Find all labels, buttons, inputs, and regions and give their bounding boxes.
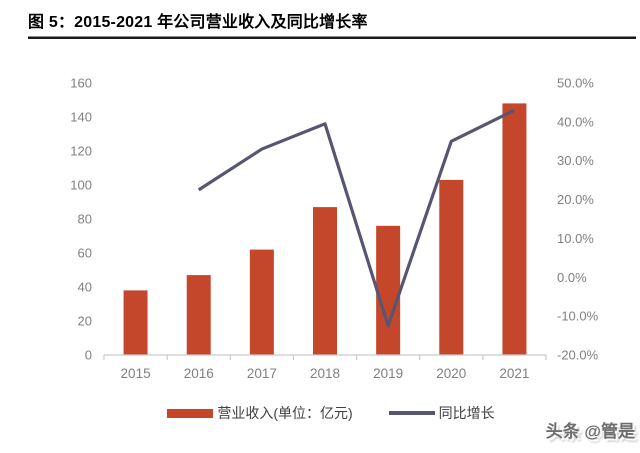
x-tick-label-2020: 2020 <box>436 366 466 381</box>
revenue-bar-2016 <box>186 275 211 355</box>
page-title: 图 5：2015-2021 年公司营业收入及同比增长率 <box>28 14 368 31</box>
revenue-bar-2017 <box>249 249 274 355</box>
revenue-bar-2015 <box>123 290 148 355</box>
y-right-tick-label: 20.0% <box>557 192 594 207</box>
revenue-bar-2021 <box>502 103 527 356</box>
y-right-tick-label: -20.0% <box>557 348 599 363</box>
chart-legend: 营业收入(单位：亿元) 同比增长 <box>0 403 640 423</box>
revenue-swatch <box>167 408 214 418</box>
growth-swatch <box>388 411 435 415</box>
y-right-tick-label: 10.0% <box>557 231 594 246</box>
y-left-tick-label: 20 <box>78 314 92 329</box>
y-right-tick-label: 40.0% <box>557 114 594 129</box>
legend-item-growth: 同比增长 <box>388 403 495 423</box>
title-divider <box>28 36 636 39</box>
y-right-tick-label: 50.0% <box>557 76 594 91</box>
growth-line <box>197 108 516 328</box>
y-left-tick-label: 0 <box>85 348 92 363</box>
y-left-tick-label: 120 <box>70 144 92 159</box>
legend-item-revenue: 营业收入(单位：亿元) <box>167 403 353 423</box>
y-left-tick-label: 80 <box>78 212 92 227</box>
x-tick-label-2018: 2018 <box>310 366 340 381</box>
y-left-tick-label: 60 <box>78 246 92 261</box>
revenue-bar-2019 <box>376 225 401 355</box>
y-left-tick-label: 160 <box>70 76 92 91</box>
x-tick-label-2017: 2017 <box>247 366 277 381</box>
y-right-tick-label: -10.0% <box>557 309 599 324</box>
x-tick-label-2021: 2021 <box>499 366 529 381</box>
x-tick-label-2015: 2015 <box>121 366 151 381</box>
y-right-tick-label: 30.0% <box>557 153 594 168</box>
y-right-tick-label: 0.0% <box>557 270 587 285</box>
y-left-tick-label: 100 <box>70 178 92 193</box>
x-tick-label-2016: 2016 <box>184 366 214 381</box>
y-left-tick-label: 40 <box>78 280 92 295</box>
x-tick-label-2019: 2019 <box>373 366 403 381</box>
growth-legend-label: 同比增长 <box>438 405 495 421</box>
revenue-legend-label: 营业收入(单位：亿元) <box>217 405 353 421</box>
toutiao-watermark: 头条 @管是 <box>545 422 635 441</box>
revenue-bar-2020 <box>439 179 464 355</box>
revenue-bar-2018 <box>313 207 337 355</box>
y-left-tick-label: 140 <box>70 110 92 125</box>
